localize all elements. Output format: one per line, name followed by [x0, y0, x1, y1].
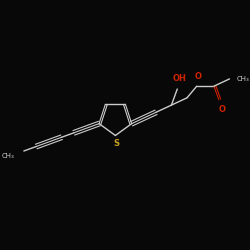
Text: CH₃: CH₃	[2, 153, 14, 159]
Text: S: S	[113, 138, 119, 147]
Text: OH: OH	[172, 74, 186, 83]
Text: CH₃: CH₃	[237, 76, 250, 82]
Text: O: O	[194, 72, 201, 82]
Text: O: O	[218, 105, 225, 114]
